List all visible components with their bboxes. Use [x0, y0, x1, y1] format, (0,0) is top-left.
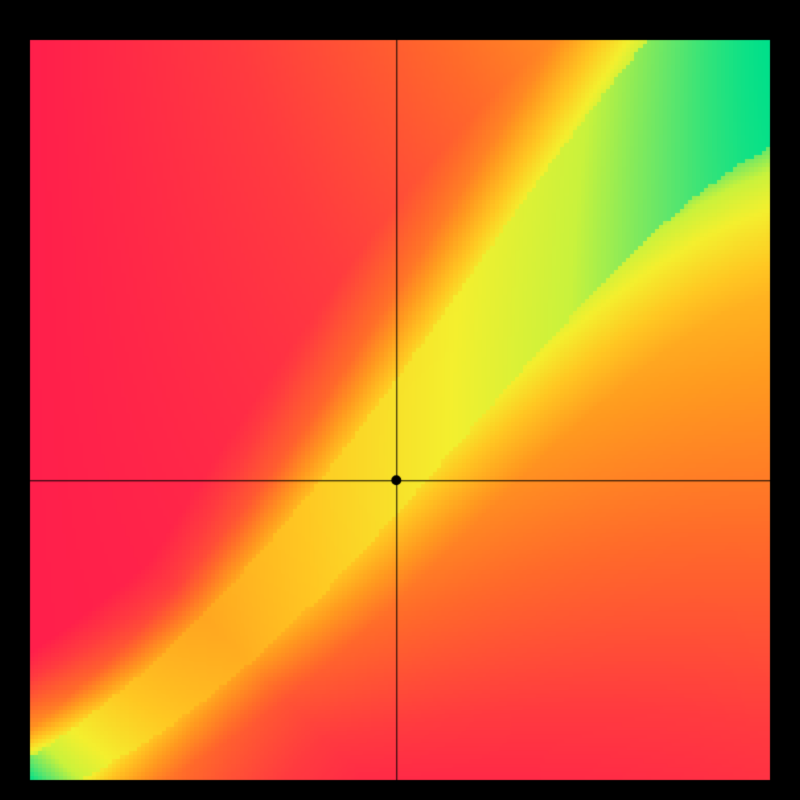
bottleneck-heatmap: [0, 0, 800, 800]
